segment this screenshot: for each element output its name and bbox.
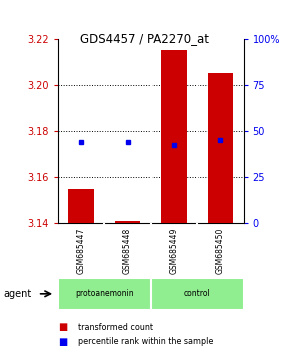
Text: GSM685449: GSM685449 xyxy=(169,227,179,274)
Text: transformed count: transformed count xyxy=(78,323,153,332)
Text: percentile rank within the sample: percentile rank within the sample xyxy=(78,337,214,346)
Bar xyxy=(68,189,94,223)
Text: GSM685448: GSM685448 xyxy=(123,227,132,274)
Text: ■: ■ xyxy=(58,322,67,332)
Text: GDS4457 / PA2270_at: GDS4457 / PA2270_at xyxy=(81,32,209,45)
Bar xyxy=(115,221,140,223)
Text: ■: ■ xyxy=(58,337,67,347)
Bar xyxy=(58,278,151,310)
Text: agent: agent xyxy=(3,289,31,299)
Text: protoanemonin: protoanemonin xyxy=(75,289,134,298)
Bar xyxy=(208,74,233,223)
Bar xyxy=(151,278,244,310)
Text: GSM685447: GSM685447 xyxy=(77,227,86,274)
Bar xyxy=(161,51,187,223)
Text: control: control xyxy=(184,289,211,298)
Text: GSM685450: GSM685450 xyxy=(216,227,225,274)
